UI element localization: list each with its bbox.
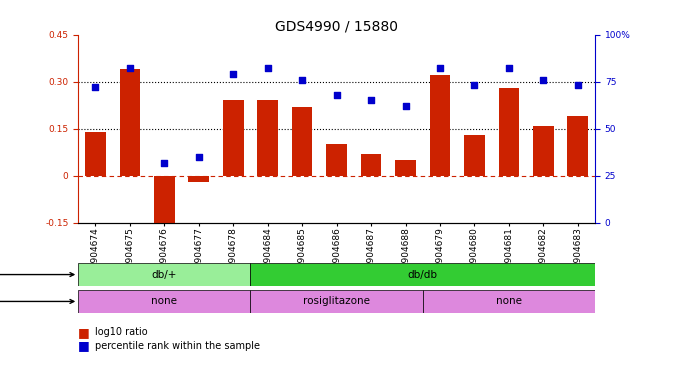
Point bbox=[159, 159, 170, 166]
Bar bbox=[223, 101, 243, 176]
Title: GDS4990 / 15880: GDS4990 / 15880 bbox=[275, 20, 398, 33]
Bar bbox=[188, 176, 209, 182]
Bar bbox=[120, 69, 140, 176]
Bar bbox=[326, 144, 347, 176]
Point bbox=[503, 65, 514, 71]
Point bbox=[469, 82, 480, 88]
Bar bbox=[360, 154, 381, 176]
Point bbox=[573, 82, 583, 88]
Bar bbox=[154, 176, 175, 232]
Bar bbox=[395, 160, 416, 176]
Point bbox=[435, 65, 445, 71]
Text: db/db: db/db bbox=[408, 270, 438, 280]
Text: db/+: db/+ bbox=[152, 270, 177, 280]
Bar bbox=[85, 132, 106, 176]
Bar bbox=[423, 290, 595, 313]
Point bbox=[90, 84, 101, 90]
Text: genotype/variation: genotype/variation bbox=[0, 270, 74, 280]
Text: log10 ratio: log10 ratio bbox=[95, 327, 148, 337]
Point bbox=[538, 77, 549, 83]
Point bbox=[228, 71, 239, 77]
Text: percentile rank within the sample: percentile rank within the sample bbox=[95, 341, 260, 351]
Text: rosiglitazone: rosiglitazone bbox=[303, 296, 370, 306]
Bar bbox=[78, 290, 250, 313]
Bar bbox=[257, 101, 278, 176]
Text: agent: agent bbox=[0, 296, 74, 306]
Bar bbox=[498, 88, 520, 176]
Text: none: none bbox=[152, 296, 177, 306]
Point bbox=[296, 77, 307, 83]
Bar bbox=[464, 135, 485, 176]
Point bbox=[193, 154, 204, 160]
Point bbox=[124, 65, 135, 71]
Bar bbox=[292, 107, 313, 176]
Bar bbox=[567, 116, 588, 176]
Text: ■: ■ bbox=[78, 339, 90, 352]
Bar bbox=[78, 263, 250, 286]
Bar bbox=[250, 290, 423, 313]
Bar bbox=[533, 126, 554, 176]
Point bbox=[366, 98, 377, 104]
Bar bbox=[430, 75, 450, 176]
Text: none: none bbox=[496, 296, 522, 306]
Point bbox=[400, 103, 411, 109]
Point bbox=[331, 92, 342, 98]
Text: ■: ■ bbox=[78, 326, 90, 339]
Bar bbox=[250, 263, 595, 286]
Point bbox=[262, 65, 273, 71]
